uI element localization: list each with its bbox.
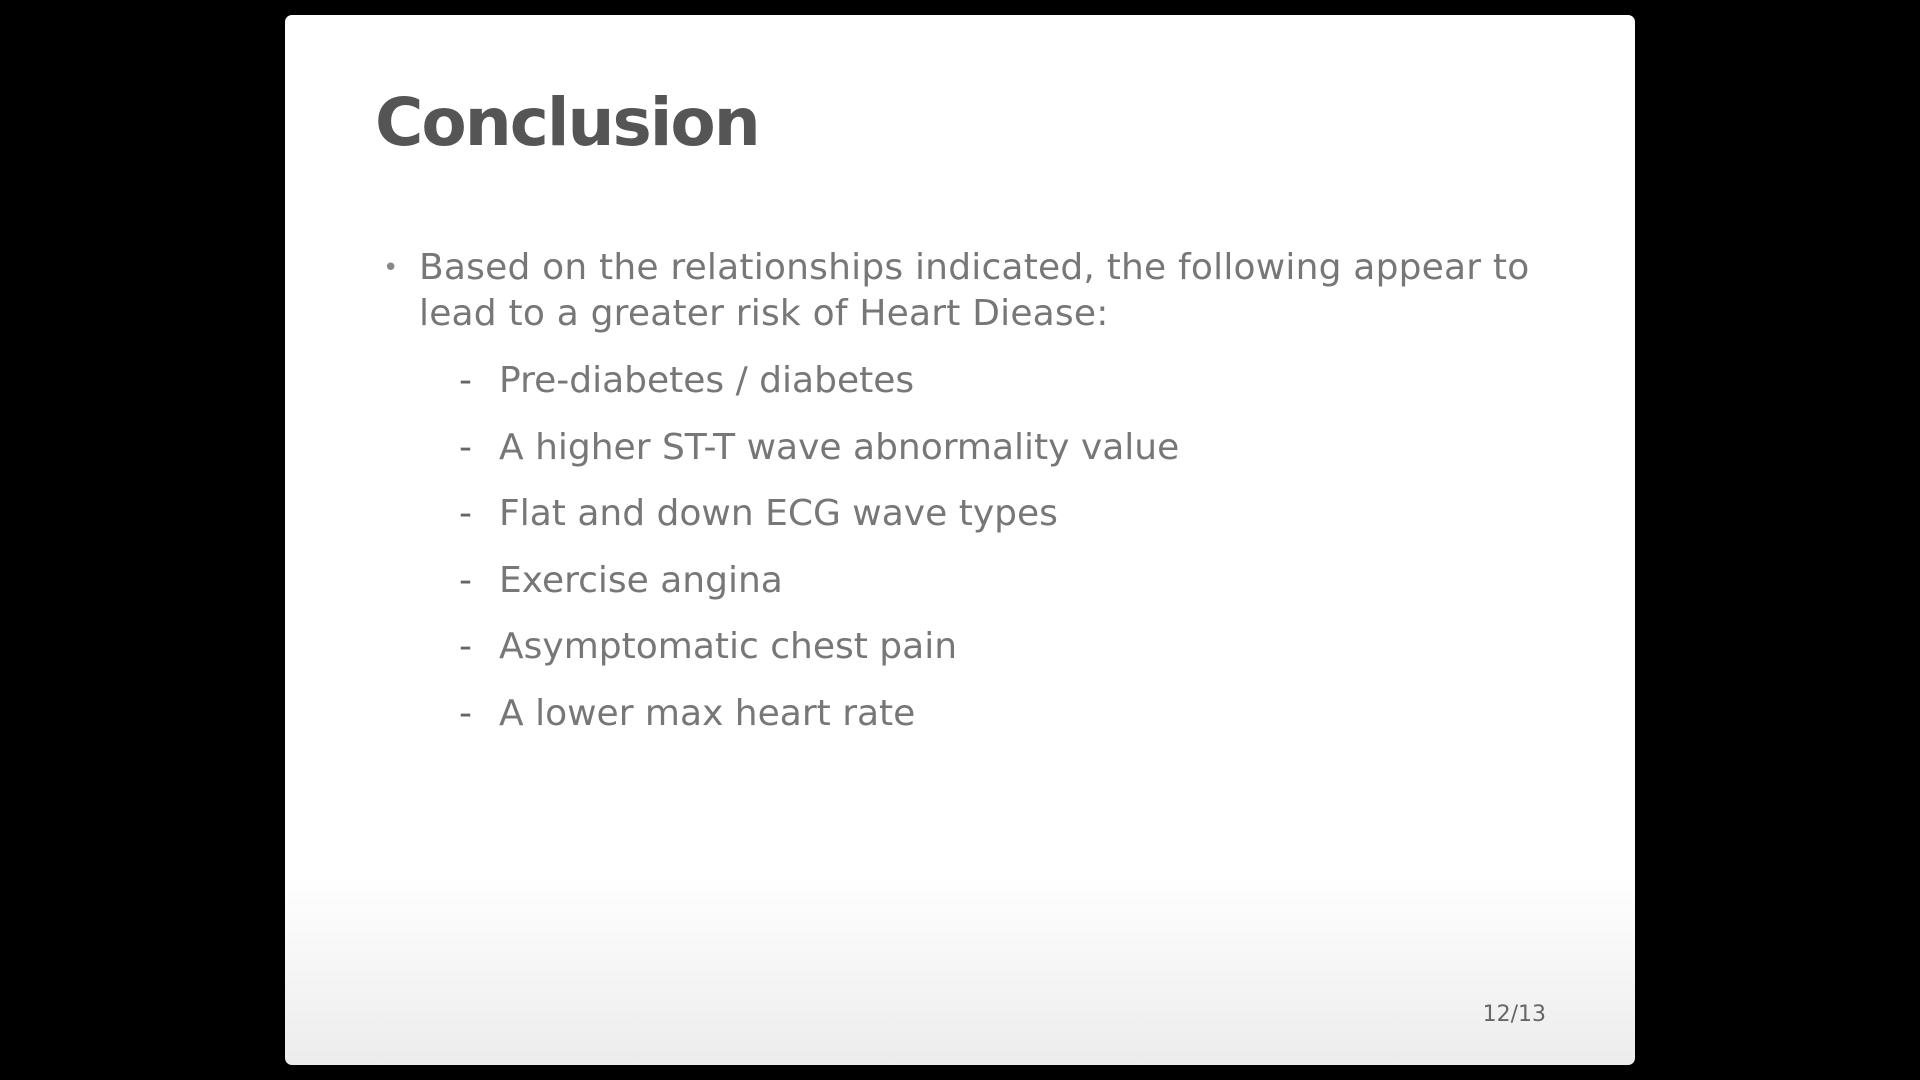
list-item-text: Pre-diabetes / diabetes (499, 360, 915, 401)
dash-marker: - (459, 360, 472, 401)
dash-marker: - (459, 493, 472, 534)
slide-title: Conclusion (375, 84, 761, 161)
list-item-text: Flat and down ECG wave types (499, 493, 1058, 534)
dash-marker: - (459, 626, 472, 667)
bullet-text: Based on the relationships indicated, th… (419, 247, 1530, 334)
slide-page-number: 12/13 (1482, 1002, 1546, 1027)
list-item-text: A lower max heart rate (499, 692, 916, 734)
list-item-text: Asymptomatic chest pain (499, 626, 958, 667)
dash-marker: - (459, 426, 472, 468)
dash-marker: - (459, 692, 472, 734)
slide[interactable]: Conclusion • Based on the relationships … (285, 15, 1635, 1065)
dash-marker: - (459, 559, 472, 601)
list-item-text: Exercise angina (499, 559, 783, 601)
bullet-marker: • (383, 253, 399, 283)
list-item-text: A higher ST-T wave abnormality value (499, 426, 1180, 468)
